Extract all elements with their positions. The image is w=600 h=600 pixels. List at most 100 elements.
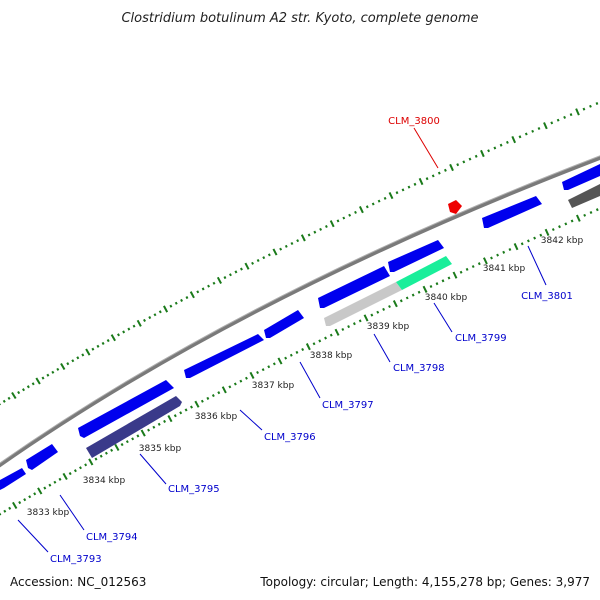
minor-tick — [318, 339, 322, 343]
minor-tick — [212, 281, 216, 285]
minor-tick — [173, 414, 177, 418]
gene-label[interactable]: CLM_3798 — [393, 363, 445, 374]
minor-tick — [120, 443, 124, 447]
gene-label[interactable]: CLM_3795 — [168, 484, 220, 495]
gene-label[interactable]: CLM_3793 — [50, 554, 102, 565]
minor-tick — [101, 341, 105, 345]
minor-tick — [465, 267, 469, 271]
backbone-highlight — [0, 155, 600, 464]
gene-label[interactable]: CLM_3796 — [264, 432, 316, 443]
minor-tick — [117, 333, 120, 337]
minor-tick — [71, 359, 75, 363]
kbp-label: 3836 kbp — [195, 412, 238, 422]
minor-tick — [425, 177, 429, 181]
accession-text: Accession: NC_012563 — [10, 575, 146, 589]
minor-tick — [68, 472, 72, 476]
gene-arrow-selected[interactable] — [448, 200, 462, 214]
gene-leader-line — [239, 409, 263, 431]
major-tick — [334, 328, 340, 336]
gene-leader-line — [299, 361, 321, 399]
minor-tick — [413, 182, 417, 186]
minor-tick — [447, 276, 451, 280]
kbp-label: 3834 kbp — [83, 476, 126, 486]
gene-arrow[interactable] — [264, 310, 304, 338]
minor-tick — [153, 313, 157, 317]
minor-tick — [239, 379, 243, 383]
minor-tick — [148, 316, 152, 320]
gene-leader-line — [527, 245, 547, 286]
minor-tick — [301, 347, 305, 352]
major-tick — [11, 391, 17, 400]
gene-arrow[interactable] — [184, 334, 264, 378]
minor-tick — [354, 210, 357, 214]
gene-label[interactable]: CLM_3797 — [322, 400, 374, 411]
minor-tick — [41, 376, 45, 380]
minor-tick — [456, 163, 460, 167]
minor-tick — [279, 247, 283, 251]
major-tick — [221, 386, 227, 394]
minor-tick — [18, 501, 22, 505]
major-tick — [35, 377, 41, 385]
minor-tick — [296, 239, 300, 243]
minor-tick — [582, 107, 586, 111]
gene-arrow[interactable] — [318, 266, 390, 308]
gene-arrow[interactable] — [78, 380, 174, 438]
minor-tick — [347, 325, 351, 329]
minor-tick — [471, 265, 475, 269]
major-tick — [511, 135, 517, 144]
kbp-label: 3839 kbp — [367, 322, 410, 332]
major-tick — [62, 472, 68, 480]
minor-tick — [395, 191, 399, 195]
kbp-label: 3835 kbp — [139, 444, 182, 454]
minor-tick — [570, 219, 574, 223]
major-tick — [189, 291, 195, 299]
gene-label[interactable]: CLM_3799 — [455, 333, 507, 344]
gene-arrow[interactable] — [0, 468, 26, 490]
map-title: Clostridium botulinum A2 str. Kyoto, com… — [121, 11, 478, 26]
minor-tick — [79, 466, 82, 470]
gene-arrow[interactable] — [396, 256, 452, 290]
gene-arrow[interactable] — [26, 444, 58, 470]
gene-arrow[interactable] — [482, 196, 542, 228]
major-tick — [163, 305, 169, 313]
minor-tick — [558, 225, 561, 229]
gene-arrow[interactable] — [86, 396, 182, 458]
minor-tick — [411, 293, 415, 297]
minor-tick — [8, 506, 12, 510]
minor-tick — [48, 483, 52, 487]
major-tick — [110, 334, 116, 342]
minor-tick — [477, 262, 481, 266]
minor-tick — [468, 157, 472, 161]
minor-tick — [223, 276, 227, 280]
gene-label[interactable]: CLM_3801 — [521, 291, 573, 302]
gene-label[interactable]: CLM_3794 — [86, 532, 138, 543]
minor-tick — [127, 327, 131, 331]
minor-tick — [2, 399, 6, 403]
minor-tick — [185, 296, 189, 300]
gene-arrow[interactable] — [388, 240, 444, 272]
major-tick — [88, 458, 94, 466]
minor-tick — [429, 284, 433, 289]
major-tick — [452, 271, 458, 279]
major-tick — [300, 234, 306, 242]
minor-tick — [319, 227, 323, 231]
minor-tick — [261, 368, 265, 372]
minor-tick — [22, 388, 25, 392]
minor-tick — [256, 370, 259, 375]
gene-arrow[interactable] — [568, 184, 600, 208]
gene-label[interactable]: CLM_3800 — [388, 116, 440, 127]
minor-tick — [81, 353, 85, 357]
genome-backbone — [0, 155, 600, 468]
minor-tick — [583, 213, 587, 217]
minor-tick — [152, 425, 156, 429]
minor-tick — [417, 290, 421, 294]
minor-tick — [76, 356, 80, 360]
kbp-label: 3837 kbp — [252, 381, 295, 391]
minor-tick — [295, 350, 299, 354]
gene-arrow[interactable] — [324, 282, 402, 326]
major-tick — [167, 415, 173, 423]
gene-arrow[interactable] — [562, 164, 600, 190]
kbp-label: 3841 kbp — [483, 264, 526, 274]
minor-tick — [125, 440, 129, 444]
minor-tick — [206, 396, 210, 400]
